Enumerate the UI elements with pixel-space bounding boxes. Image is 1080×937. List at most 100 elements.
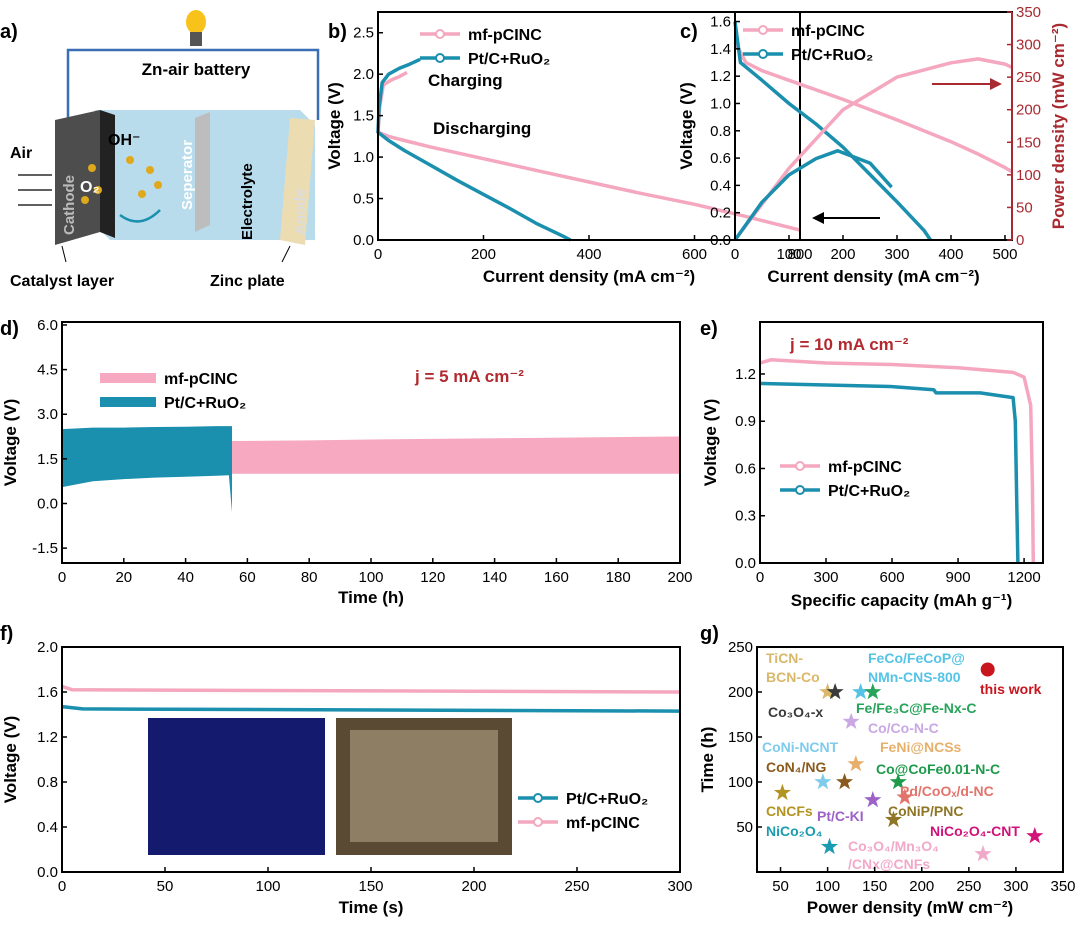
x-tick-label: 100 xyxy=(815,878,840,895)
y-tick-label: 0.0 xyxy=(710,232,731,249)
y-tick-label: 2.0 xyxy=(353,66,374,83)
y-axis-label: Voltage (V) xyxy=(1,399,20,487)
point-label: Pt/C-KI xyxy=(817,808,864,824)
chart-panel: b) 0 200 400 600 800 0.0 0.5 1.0 1.5 2.0 2.5 Current… xyxy=(325,11,813,286)
point xyxy=(842,712,860,729)
data-line xyxy=(376,57,572,242)
y-tick-label: 0.0 xyxy=(353,232,374,249)
y-tick-label: 4.5 xyxy=(37,362,58,379)
plot-area: TiCN- BCN-Co Co₃O₄-x FeCo/FeCoP@ NMn-CNS-800… xyxy=(762,650,1044,872)
x-tick-label: 140 xyxy=(482,569,507,586)
y-tick-label: 0.8 xyxy=(710,123,731,140)
anode-label: Anode xyxy=(292,188,309,235)
point xyxy=(889,773,907,790)
legend-label: mf-pCINC xyxy=(791,23,865,40)
data-line xyxy=(759,358,1036,564)
y-tick-label: 0.8 xyxy=(37,774,58,791)
pointer xyxy=(61,245,67,263)
legend-marker xyxy=(758,49,768,59)
point-label: Co₃O₄/Mn₃O₄ xyxy=(848,838,939,854)
y2-tick-label: 250 xyxy=(1016,69,1041,86)
data-line xyxy=(733,41,1013,174)
x-tick-label: 300 xyxy=(884,246,909,263)
legend-marker xyxy=(533,817,543,827)
y-tick-label: 200 xyxy=(728,684,753,701)
air-arrows xyxy=(18,174,52,206)
point xyxy=(896,788,914,805)
y-tick-label: 0.6 xyxy=(710,150,731,167)
point xyxy=(852,683,870,700)
x-tick-label: 150 xyxy=(358,878,383,895)
cathode-label: Cathode xyxy=(61,175,78,235)
o2-particles xyxy=(81,156,162,204)
y-tick-label: 1.5 xyxy=(37,451,58,468)
point xyxy=(836,773,854,790)
panel-label: c) xyxy=(680,21,698,43)
legend-marker xyxy=(795,461,805,471)
x-tick-label: 180 xyxy=(606,569,631,586)
y-tick-label: 1.2 xyxy=(37,729,58,746)
pointer xyxy=(281,245,291,263)
point-label: Co₃O₄-x xyxy=(768,704,823,720)
y2-tick-label: 50 xyxy=(1016,199,1033,216)
x-tick-label: 0 xyxy=(731,246,739,263)
axes-frame xyxy=(756,646,1064,873)
point xyxy=(974,845,992,862)
x-tick-label: 160 xyxy=(544,569,569,586)
y-tick-label: 0.4 xyxy=(710,177,731,194)
plot-area xyxy=(376,57,801,242)
x-tick-label: 40 xyxy=(177,569,194,586)
annotation: Discharging xyxy=(433,119,531,138)
point-label: FeNi@NCSs xyxy=(880,739,962,755)
x-tick-label: 60 xyxy=(239,569,256,586)
annotation: Charging xyxy=(428,71,503,90)
diagram-title: Zn-air battery xyxy=(142,60,251,79)
point xyxy=(826,683,844,700)
x-tick-label: 200 xyxy=(830,246,855,263)
x-tick-label: 0 xyxy=(756,569,764,586)
x-tick-label: 200 xyxy=(461,878,486,895)
x-tick-label: 350 xyxy=(1050,878,1075,895)
legend-marker xyxy=(435,29,445,39)
data-line xyxy=(61,704,681,713)
y-tick-label: 0.0 xyxy=(37,495,58,512)
x-tick-label: 800 xyxy=(787,246,812,263)
x-tick-label: 600 xyxy=(880,569,905,586)
cycling-band xyxy=(232,436,680,474)
plot-area xyxy=(733,21,1013,242)
legend-label: mf-pCINC xyxy=(164,371,238,388)
y-tick-label: 3.0 xyxy=(37,406,58,423)
x-tick-label: 900 xyxy=(946,569,971,586)
y-tick-label: 0.0 xyxy=(37,864,58,881)
x-tick-label: 600 xyxy=(682,246,707,263)
legend-label: Pt/C+RuO₂ xyxy=(164,395,246,412)
y-tick-label: 0.3 xyxy=(735,508,756,525)
chart-panel: g) TiCN- BCN-Co Co₃O₄-x FeCo/FeCoP@ NMn-CNS-8… xyxy=(698,623,1076,917)
photo-inset xyxy=(148,718,325,855)
point xyxy=(847,755,865,772)
arrow-head xyxy=(990,78,1002,90)
panel-label: f) xyxy=(0,623,13,645)
point xyxy=(885,810,903,828)
arrow-head xyxy=(812,212,824,224)
chart-panel: f) 0 50 100 150 200 250 300 0.0 0.4 0.8 1.2 1.6 2.0 Ti… xyxy=(0,623,693,917)
plot-area xyxy=(61,684,681,713)
separator-label: Seperator xyxy=(179,140,196,210)
x-tick-label: 500 xyxy=(992,246,1017,263)
y-tick-label: 2.0 xyxy=(37,639,58,656)
y-tick-label: 100 xyxy=(728,774,753,791)
y-tick-label: 1.0 xyxy=(710,95,731,112)
axes-frame xyxy=(734,11,1013,241)
y2-axis-label: Power density (mW cm⁻²) xyxy=(1049,23,1068,229)
y-tick-label: 250 xyxy=(728,639,753,656)
direction-arrows xyxy=(812,78,1002,224)
point xyxy=(864,683,882,700)
y-tick-label: 1.0 xyxy=(353,149,374,166)
x-tick-label: 0 xyxy=(58,878,66,895)
x-tick-label: 50 xyxy=(157,878,174,895)
wire xyxy=(66,48,320,128)
legend-marker xyxy=(533,793,543,803)
point-label: FeCo/FeCoP@ xyxy=(868,650,965,666)
air-label: Air xyxy=(10,145,32,162)
